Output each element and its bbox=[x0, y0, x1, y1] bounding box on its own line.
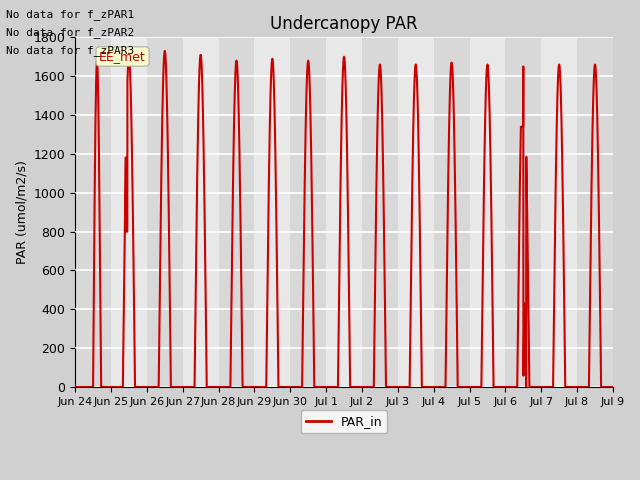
Title: Undercanopy PAR: Undercanopy PAR bbox=[270, 15, 418, 33]
Bar bbox=[506, 37, 541, 387]
Bar bbox=[147, 37, 182, 387]
Bar bbox=[577, 37, 613, 387]
Bar bbox=[291, 37, 326, 387]
Legend: PAR_in: PAR_in bbox=[301, 410, 387, 433]
Bar bbox=[541, 37, 577, 387]
Bar bbox=[362, 37, 398, 387]
Bar bbox=[111, 37, 147, 387]
Bar bbox=[182, 37, 219, 387]
Bar bbox=[219, 37, 255, 387]
Text: No data for f_zPAR2: No data for f_zPAR2 bbox=[6, 27, 134, 38]
Bar bbox=[255, 37, 291, 387]
Text: EE_met: EE_met bbox=[99, 50, 146, 63]
Bar bbox=[470, 37, 506, 387]
Text: No data for f_zPAR3: No data for f_zPAR3 bbox=[6, 45, 134, 56]
Bar bbox=[326, 37, 362, 387]
Bar bbox=[398, 37, 434, 387]
Bar bbox=[434, 37, 470, 387]
Bar bbox=[75, 37, 111, 387]
Y-axis label: PAR (umol/m2/s): PAR (umol/m2/s) bbox=[15, 160, 28, 264]
Text: No data for f_zPAR1: No data for f_zPAR1 bbox=[6, 9, 134, 20]
